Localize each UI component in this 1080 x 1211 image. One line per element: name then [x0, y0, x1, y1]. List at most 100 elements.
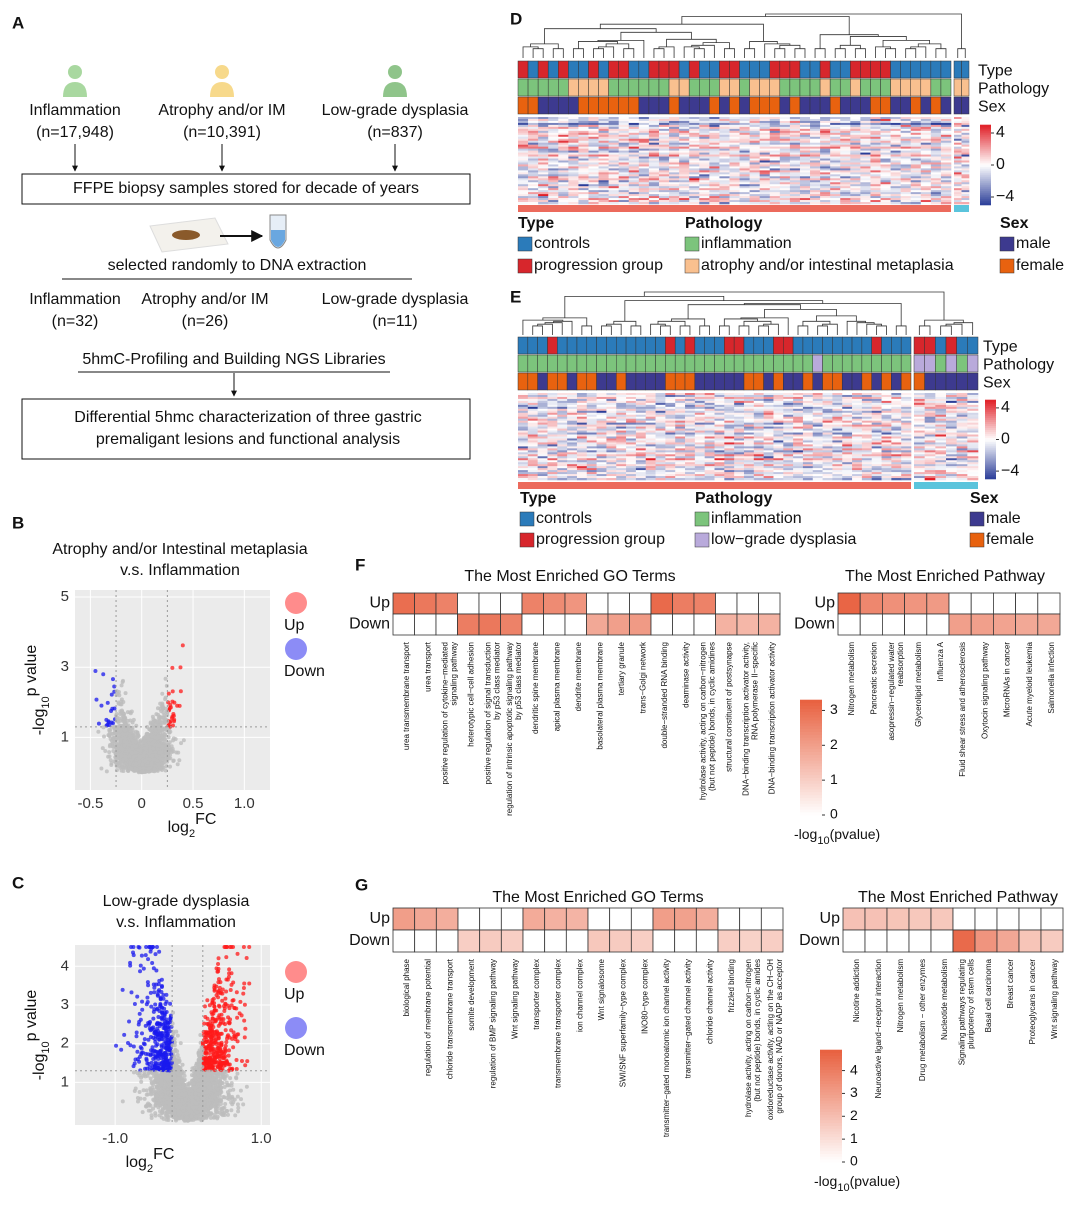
- point: [168, 703, 173, 708]
- point: [129, 945, 134, 949]
- cohort-n: (n=10,391): [183, 124, 261, 141]
- point: [123, 691, 128, 696]
- point: [160, 753, 165, 758]
- cohort-n: (n=837): [367, 124, 423, 141]
- point: [157, 735, 162, 740]
- point: [149, 733, 154, 738]
- point: [180, 1062, 185, 1067]
- point: [129, 990, 134, 995]
- point: [225, 1112, 230, 1117]
- point: [152, 757, 157, 762]
- point: [226, 1053, 231, 1058]
- point: [151, 746, 156, 751]
- point: [150, 714, 155, 719]
- point: [124, 741, 129, 746]
- point: [141, 753, 146, 758]
- point: [174, 1029, 179, 1034]
- point: [158, 766, 163, 771]
- point: [107, 729, 112, 734]
- point: [119, 683, 124, 688]
- point: [116, 763, 121, 768]
- point: [155, 706, 160, 711]
- person-icon: [388, 65, 402, 79]
- point: [121, 699, 126, 704]
- point: [137, 1059, 142, 1064]
- point: [130, 720, 135, 725]
- point: [163, 697, 168, 702]
- point: [235, 1102, 240, 1107]
- point: [214, 1008, 219, 1013]
- point: [242, 981, 247, 986]
- point: [132, 1001, 137, 1006]
- point: [106, 754, 111, 759]
- selected-n: (n=26): [182, 313, 229, 330]
- point: [229, 1003, 234, 1008]
- point: [153, 1002, 158, 1007]
- box: [21, 173, 471, 205]
- selected-name: Inflammation: [29, 291, 121, 308]
- y-axis-label: -log10p value: [23, 645, 52, 736]
- point: [148, 1076, 153, 1081]
- point: [174, 750, 179, 755]
- point: [109, 761, 114, 766]
- point: [119, 708, 124, 713]
- point: [135, 1049, 140, 1054]
- point: [247, 981, 252, 986]
- person-icon: [68, 65, 82, 79]
- point: [139, 1046, 144, 1051]
- point: [234, 1057, 239, 1062]
- label-sub: 10: [40, 696, 52, 708]
- cohort-name: Low-grade dysplasia: [322, 102, 469, 119]
- point: [228, 987, 233, 992]
- point: [161, 718, 166, 723]
- x-tick-label: 0.5: [183, 795, 204, 812]
- point: [241, 945, 246, 949]
- point: [122, 722, 127, 727]
- point: [177, 758, 182, 763]
- legend-label: Down: [284, 663, 325, 680]
- point: [133, 739, 138, 744]
- plot-title: Low-grade dysplasia: [103, 893, 250, 910]
- label-part: -log: [31, 709, 48, 736]
- point: [234, 990, 239, 995]
- point: [239, 1097, 244, 1102]
- point: [179, 741, 184, 746]
- point: [135, 994, 140, 999]
- point: [235, 1071, 240, 1076]
- point: [156, 1015, 161, 1020]
- point: [243, 1026, 248, 1031]
- point: [156, 1105, 161, 1110]
- box-text: FFPE biopsy samples stored for decade of…: [73, 180, 419, 197]
- point: [171, 749, 176, 754]
- point: [223, 1028, 228, 1033]
- point: [161, 710, 166, 715]
- point: [112, 706, 117, 711]
- point: [147, 766, 152, 771]
- cohort-name: Inflammation: [29, 102, 121, 119]
- point: [241, 1102, 246, 1107]
- selected-n: (n=11): [372, 313, 418, 330]
- point: [143, 953, 148, 958]
- point: [96, 721, 101, 726]
- person-icon: [215, 65, 229, 79]
- x-tick-label: -0.5: [77, 795, 103, 812]
- label-part: p value: [23, 645, 40, 697]
- point: [228, 1076, 233, 1081]
- point: [169, 716, 174, 721]
- point: [103, 749, 108, 754]
- sample-icon: [172, 230, 200, 240]
- point: [114, 747, 119, 752]
- point: [100, 746, 105, 751]
- point: [114, 1043, 119, 1048]
- cohort-name: Atrophy and/or IM: [158, 102, 285, 119]
- point: [238, 999, 243, 1004]
- panel-label: B: [12, 513, 24, 532]
- point: [216, 956, 221, 961]
- point: [139, 953, 144, 958]
- point: [140, 999, 145, 1004]
- point: [142, 1096, 147, 1101]
- point: [157, 719, 162, 724]
- point: [238, 1088, 243, 1093]
- point: [146, 957, 151, 962]
